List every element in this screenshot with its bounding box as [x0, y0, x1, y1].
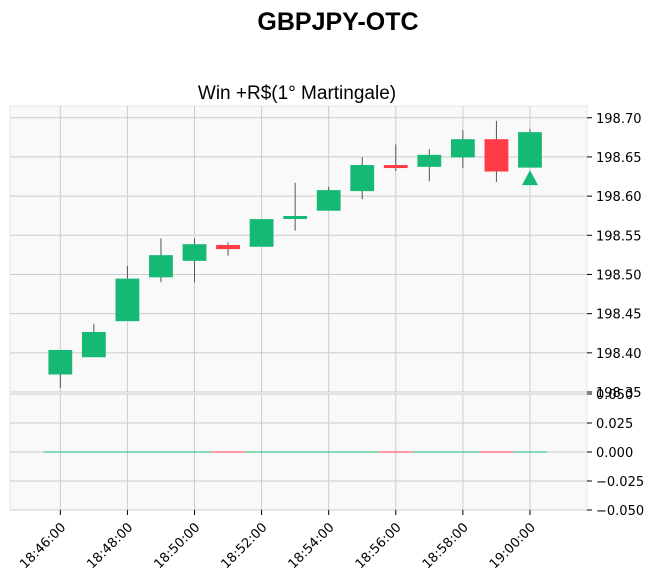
- candle: [350, 156, 375, 200]
- x-tick-label: 18:58:00: [420, 520, 472, 572]
- volume-tick-label: −0.025: [596, 475, 644, 490]
- candle-body: [350, 165, 375, 192]
- candle-body: [450, 139, 475, 158]
- signal-marker-layer: [521, 170, 538, 186]
- candle: [249, 219, 274, 247]
- candle-body: [216, 244, 240, 250]
- candle-body: [518, 132, 542, 168]
- x-tick-label: 18:50:00: [151, 520, 203, 572]
- candle: [450, 130, 475, 168]
- candle: [182, 238, 207, 283]
- candle: [115, 265, 140, 322]
- candle-body: [383, 165, 408, 169]
- price-tick-label: 198.45: [596, 308, 642, 323]
- candle: [383, 144, 408, 172]
- candle-body: [115, 278, 140, 322]
- volume-tick-label: −0.050: [596, 504, 644, 519]
- candle: [48, 349, 73, 389]
- price-tick-label: 198.55: [596, 229, 642, 244]
- candle: [283, 182, 308, 231]
- candle: [484, 120, 509, 183]
- volume-tick-label: 0.000: [596, 446, 633, 461]
- candle: [316, 186, 341, 211]
- candle: [417, 149, 442, 182]
- candle-body: [484, 139, 509, 172]
- candle-series: [48, 120, 542, 389]
- price-tick-label: 198.40: [596, 347, 642, 362]
- candle-body: [316, 190, 341, 211]
- chart-title: Win +R$(1° Martingale): [198, 83, 396, 104]
- price-tick-label: 198.50: [596, 268, 642, 283]
- signal-up-arrow-icon: [521, 170, 538, 186]
- x-axis: 18:46:00 18:48:00 18:50:00 18:52:00 18:54:00…: [17, 510, 539, 572]
- volume-tick-label: 0.050: [596, 388, 633, 403]
- candle-body: [182, 244, 207, 261]
- candle: [81, 323, 106, 358]
- volume-tick-label: 0.025: [596, 417, 633, 432]
- candle: [216, 242, 240, 256]
- price-axis: 198.35 198.40 198.45 198.50 198.55 198.60 198.…: [587, 112, 642, 401]
- price-tick-label: 198.65: [596, 151, 642, 166]
- candle-body: [283, 215, 308, 219]
- x-tick-label: 18:48:00: [84, 520, 136, 572]
- candle-body: [417, 154, 442, 167]
- candle-body: [81, 331, 106, 358]
- chart-suptitle: GBPJPY-OTC: [257, 8, 418, 36]
- candle: [518, 128, 542, 168]
- candle-body: [149, 255, 173, 278]
- volume-axis: −0.050 −0.025 0.000 0.025 0.050: [587, 388, 644, 519]
- x-tick-label: 18:54:00: [286, 520, 338, 572]
- price-tick-label: 198.60: [596, 190, 642, 205]
- candle-body: [48, 349, 73, 375]
- x-tick-label: 19:00:00: [487, 520, 539, 572]
- price-tick-label: 198.70: [596, 112, 642, 127]
- x-tick-label: 18:56:00: [353, 520, 405, 572]
- candle-body: [249, 219, 274, 247]
- x-tick-label: 18:46:00: [17, 520, 69, 572]
- candle: [149, 238, 173, 283]
- price-tick-label: 198.35: [596, 386, 642, 401]
- x-tick-label: 18:52:00: [219, 520, 271, 572]
